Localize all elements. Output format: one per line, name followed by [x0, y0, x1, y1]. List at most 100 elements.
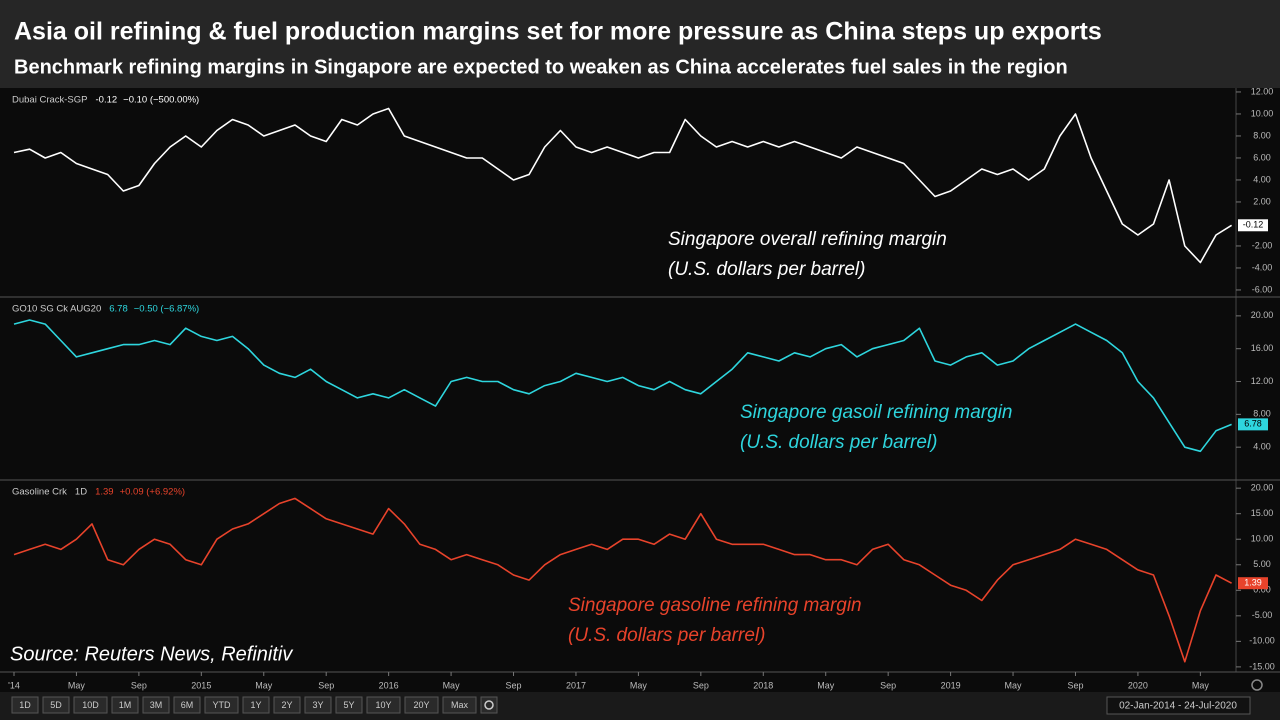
annotation: (U.S. dollars per barrel) [668, 259, 865, 280]
x-tick-label: Sep [1067, 680, 1083, 690]
settings-icon[interactable] [1251, 679, 1263, 691]
range-button[interactable] [366, 696, 401, 714]
range-button-label: 3M [150, 700, 163, 710]
y-tick-label: -5.00 [1252, 610, 1273, 620]
legend-name: Gasoline Crk [12, 487, 67, 498]
range-button-label: 2Y [281, 700, 292, 710]
x-tick-label: Sep [506, 680, 522, 690]
series-line [13, 107, 1233, 264]
toolbar-settings[interactable] [480, 696, 498, 714]
x-tick-label: May [68, 680, 86, 690]
y-tick-label: -10.00 [1249, 636, 1275, 646]
x-tick-label: 2018 [753, 680, 773, 690]
range-button[interactable] [142, 696, 170, 714]
title: Asia oil refining & fuel production marg… [14, 18, 1102, 46]
y-tick-label: 20.00 [1251, 310, 1274, 320]
last-value-tag [1238, 418, 1268, 431]
range-button-label: 10D [82, 700, 99, 710]
legend-change: +0.09 (+6.92%) [120, 487, 186, 498]
annotation: Singapore overall refining margin [668, 229, 947, 250]
y-tick-label: 10.00 [1251, 108, 1274, 118]
range-button-label: 6M [181, 700, 194, 710]
x-tick-label: 2016 [379, 680, 399, 690]
y-tick-label: 15.00 [1251, 508, 1274, 518]
range-button-label: 10Y [375, 700, 391, 710]
range-button[interactable] [404, 696, 439, 714]
last-value-label: 1.39 [1244, 578, 1262, 588]
y-tick-label: 4.00 [1253, 174, 1271, 184]
range-button[interactable] [273, 696, 301, 714]
legend-name: Dubai Crack-SGP [12, 95, 88, 106]
last-value-tag [1238, 577, 1268, 590]
date-range-label: 02-Jan-2014 - 24-Jul-2020 [1119, 701, 1237, 712]
annotation: Singapore gasoil refining margin [740, 402, 1013, 423]
x-tick-label: May [817, 680, 835, 690]
x-tick-label: 2020 [1128, 680, 1148, 690]
x-tick-label: Sep [131, 680, 147, 690]
y-tick-label: -2.00 [1252, 240, 1273, 250]
y-tick-label: 0.00 [1253, 585, 1271, 595]
annotation: Singapore gasoline refining margin [568, 595, 862, 616]
y-tick-label: 2.00 [1253, 196, 1271, 206]
legend-change: −0.10 (−500.00%) [123, 95, 199, 106]
last-value-label: -0.12 [1243, 220, 1264, 230]
range-button[interactable] [173, 696, 201, 714]
series-line [13, 319, 1232, 453]
range-button[interactable] [42, 696, 70, 714]
y-tick-label: 20.00 [1251, 483, 1274, 493]
y-tick-label: 6.00 [1253, 152, 1271, 162]
x-tick-label: May [1192, 680, 1210, 690]
range-button-label: 5D [50, 700, 62, 710]
range-button-label: 1M [119, 700, 132, 710]
y-tick-label: 12.00 [1251, 86, 1274, 96]
x-tick-label: Sep [693, 680, 709, 690]
x-tick-label: 2019 [941, 680, 961, 690]
range-button-label: 20Y [413, 700, 429, 710]
series-line [13, 497, 1232, 663]
range-button-label: 1D [19, 700, 31, 710]
x-tick-label: May [443, 680, 461, 690]
y-tick-label: 16.00 [1251, 343, 1274, 353]
range-button[interactable] [111, 696, 139, 714]
x-tick-label: Sep [318, 680, 334, 690]
legend-name: GO10 SG Ck AUG20 [12, 304, 101, 315]
range-button[interactable] [11, 696, 39, 714]
legend-last-value: 6.78 [109, 304, 128, 315]
range-button[interactable] [304, 696, 332, 714]
range-button[interactable] [335, 696, 363, 714]
range-button-label: Max [451, 700, 469, 710]
annotation: (U.S. dollars per barrel) [568, 625, 765, 646]
range-button[interactable] [73, 696, 108, 714]
x-tick-label: 2017 [566, 680, 586, 690]
y-tick-label: 10.00 [1251, 534, 1274, 544]
x-tick-label: May [1005, 680, 1023, 690]
y-tick-label: -6.00 [1252, 284, 1273, 294]
range-button-label: 5Y [343, 700, 354, 710]
source: Source: Reuters News, Refinitiv [10, 643, 293, 665]
y-tick-label: 4.00 [1253, 442, 1271, 452]
y-tick-label: 8.00 [1253, 130, 1271, 140]
date-range[interactable] [1106, 696, 1251, 715]
range-button-label: 1Y [250, 700, 261, 710]
x-tick-label: '14 [8, 680, 20, 690]
y-tick-label: 5.00 [1253, 559, 1271, 569]
legend-last-value: 1.39 [95, 487, 114, 498]
legend-last-value: -0.12 [96, 95, 118, 106]
legend-change: −0.50 (−6.87%) [134, 304, 200, 315]
x-tick-label: Sep [880, 680, 896, 690]
annotation: (U.S. dollars per barrel) [740, 432, 937, 453]
y-tick-label: 8.00 [1253, 409, 1271, 419]
range-button[interactable] [242, 696, 270, 714]
y-tick-label: -4.00 [1252, 262, 1273, 272]
x-tick-label: May [255, 680, 273, 690]
range-button[interactable] [204, 696, 239, 714]
y-tick-label: 12.00 [1251, 376, 1274, 386]
x-tick-label: May [630, 680, 648, 690]
last-value-label: 6.78 [1244, 419, 1262, 429]
last-value-tag [1238, 219, 1268, 232]
range-button[interactable] [442, 696, 477, 714]
x-tick-label: 2015 [191, 680, 211, 690]
range-button-label: 3Y [312, 700, 323, 710]
